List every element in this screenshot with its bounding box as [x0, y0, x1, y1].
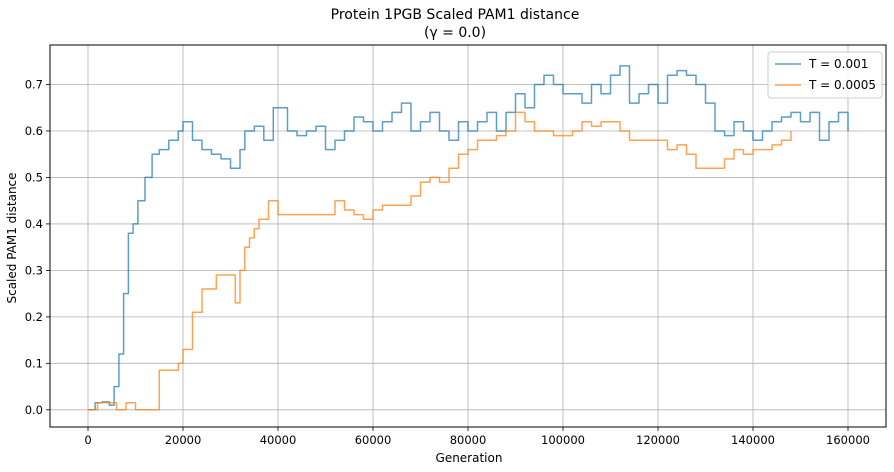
- y-tick-label: 0.2: [25, 310, 43, 324]
- x-axis-ticks: 0 20000 40000 60000 80000 100000 120000 140000 1…: [84, 427, 870, 447]
- x-axis-label: Generation: [436, 451, 503, 465]
- x-tick-label: 40000: [260, 433, 297, 447]
- y-axis-ticks: 0.0 0.1 0.2 0.3 0.4 0.5 0.6 0.7: [25, 78, 50, 417]
- y-tick-label: 0.1: [25, 356, 43, 370]
- x-tick-label: 140000: [731, 433, 775, 447]
- legend-label-t-0.0005: T = 0.0005: [808, 78, 876, 92]
- legend-label-t-0.001: T = 0.001: [808, 57, 868, 71]
- y-tick-label: 0.6: [25, 124, 43, 138]
- x-tick-label: 20000: [165, 433, 202, 447]
- x-tick-label: 80000: [450, 433, 487, 447]
- x-tick-label: 160000: [826, 433, 870, 447]
- series-line-1: [88, 111, 792, 411]
- y-tick-label: 0.0: [25, 403, 43, 417]
- y-tick-label: 0.7: [25, 78, 43, 92]
- grid: [50, 45, 886, 427]
- y-tick-label: 0.4: [25, 217, 43, 231]
- legend: T = 0.001 T = 0.0005: [767, 51, 883, 99]
- chart-title: Protein 1PGB Scaled PAM1 distance: [331, 7, 580, 23]
- y-tick-label: 0.3: [25, 263, 43, 277]
- chart-subtitle: (γ = 0.0): [424, 25, 486, 41]
- series-lines: [87, 65, 849, 411]
- y-axis-label: Scaled PAM1 distance: [5, 172, 19, 303]
- series-line-0: [88, 65, 849, 411]
- x-tick-label: 0: [84, 433, 91, 447]
- x-tick-label: 100000: [541, 433, 585, 447]
- x-tick-label: 60000: [355, 433, 392, 447]
- x-tick-label: 120000: [636, 433, 680, 447]
- y-tick-label: 0.5: [25, 170, 43, 184]
